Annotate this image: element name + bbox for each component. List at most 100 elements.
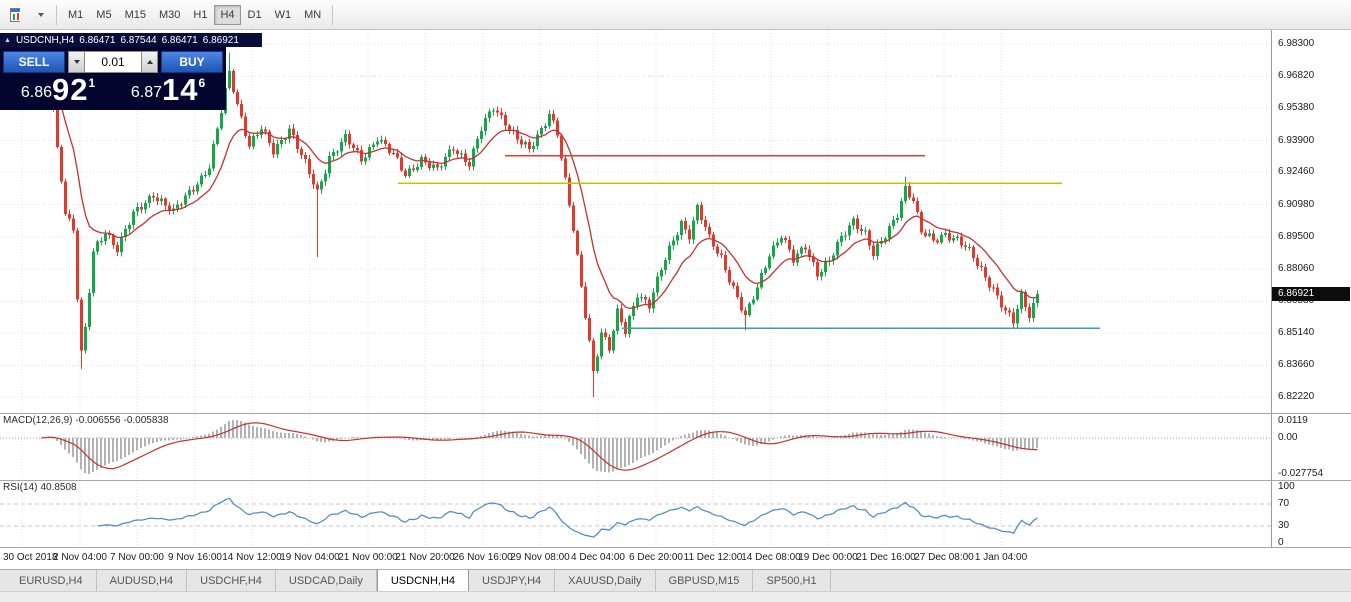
axis-label: 6.95380 bbox=[1278, 102, 1315, 114]
axis-label: 6.93900 bbox=[1278, 134, 1315, 146]
chart-tab[interactable]: USDJPY,H4 bbox=[469, 570, 556, 591]
pane-splitter[interactable] bbox=[0, 480, 1351, 481]
timeframe-button[interactable]: W1 bbox=[269, 5, 298, 25]
time-axis-label: 1 Jan 04:00 bbox=[974, 552, 1028, 563]
chart-icon bbox=[10, 7, 20, 22]
axis-label: 6.90980 bbox=[1278, 198, 1315, 210]
buy-price-small: 6.87 bbox=[130, 84, 162, 101]
timeframe-button[interactable]: M5 bbox=[90, 5, 117, 25]
time-axis-label: 30 Oct 2018 bbox=[3, 552, 58, 563]
chart-tools-button[interactable] bbox=[27, 4, 51, 26]
sell-price-sup: 1 bbox=[88, 76, 96, 90]
timeframe-button[interactable]: H4 bbox=[214, 4, 241, 25]
top-toolbar: M1 M5 M15 M30 H1 H4 D1 W1 MN bbox=[0, 0, 1351, 30]
chart-tab[interactable]: AUDUSD,H4 bbox=[97, 570, 188, 591]
price-axis[interactable]: 6.98300 6.96820 6.95380 6.93900 6.92460 6.909… bbox=[1271, 30, 1351, 548]
chart-window-icon[interactable] bbox=[3, 4, 27, 26]
ohlc-high: 6.87544 bbox=[120, 34, 157, 46]
time-axis-label: 14 Nov 12:00 bbox=[222, 552, 282, 563]
macd-main-value: -0.006556 bbox=[75, 415, 121, 426]
time-axis-label: 21 Nov 20:00 bbox=[395, 552, 455, 563]
axis-label: 100 bbox=[1278, 481, 1295, 492]
time-axis-label: 19 Nov 04:00 bbox=[280, 552, 340, 563]
time-axis-label: 21 Nov 00:00 bbox=[338, 552, 398, 563]
axis-label: 6.85140 bbox=[1278, 326, 1315, 338]
axis-label: 6.96820 bbox=[1278, 70, 1315, 82]
rsi-label: RSI(14) 40.8508 bbox=[3, 482, 80, 493]
time-axis-label: 27 Dec 08:00 bbox=[914, 552, 974, 563]
rsi-chart-canvas[interactable] bbox=[0, 481, 1271, 547]
toolbar-separator bbox=[56, 4, 57, 25]
time-axis-label: 14 Dec 08:00 bbox=[741, 552, 801, 563]
buy-price-big: 14 bbox=[161, 72, 199, 107]
axis-label: 6.89500 bbox=[1278, 231, 1315, 243]
time-axis-label: 21 Dec 16:00 bbox=[856, 552, 916, 563]
buy-button[interactable]: BUY bbox=[161, 51, 223, 73]
sell-price-big: 92 bbox=[51, 72, 89, 107]
timeframe-button[interactable]: M1 bbox=[62, 5, 89, 25]
axis-label: 6.82220 bbox=[1278, 391, 1315, 402]
chart-tab[interactable]: EURUSD,H4 bbox=[6, 570, 97, 591]
panel-marker-icon: ▲ bbox=[4, 36, 11, 44]
time-axis-label: 2 Nov 04:00 bbox=[53, 552, 107, 563]
macd-signal-value: -0.005838 bbox=[123, 415, 169, 426]
axis-label: 6.92460 bbox=[1278, 166, 1315, 178]
timeframe-button[interactable]: D1 bbox=[242, 5, 268, 25]
chart-window: MACD(12,26,9) -0.006556 -0.005838 RSI(14) 4… bbox=[0, 30, 1351, 569]
time-axis-label: 9 Nov 16:00 bbox=[168, 552, 222, 563]
chart-tab[interactable]: USDCNH,H4 bbox=[376, 570, 470, 591]
axis-label: 0.00 bbox=[1278, 431, 1298, 443]
chart-tab[interactable]: USDCHF,H4 bbox=[187, 570, 276, 591]
axis-label: 6.98300 bbox=[1278, 38, 1315, 49]
timeframe-button[interactable]: M30 bbox=[153, 5, 186, 25]
time-axis-label: 4 Dec 04:00 bbox=[571, 552, 625, 563]
time-axis-label: 6 Dec 20:00 bbox=[629, 552, 683, 563]
axis-label: 0.0119 bbox=[1278, 415, 1308, 426]
status-bar bbox=[0, 591, 1351, 602]
macd-label: MACD(12,26,9) -0.006556 -0.005838 bbox=[3, 415, 172, 426]
macd-pane[interactable]: MACD(12,26,9) -0.006556 -0.005838 bbox=[0, 414, 1271, 480]
volume-stepper: 0.01 bbox=[68, 51, 158, 73]
toolbar-separator bbox=[332, 4, 334, 25]
volume-decrease-button[interactable] bbox=[68, 51, 85, 73]
sell-button[interactable]: SELL bbox=[3, 51, 65, 73]
caret-down-icon bbox=[38, 12, 44, 17]
spin-down-icon bbox=[73, 60, 80, 64]
arrows-icon bbox=[35, 15, 36, 17]
chart-tab[interactable]: SP500,H1 bbox=[753, 570, 831, 591]
ohlc-low: 6.86471 bbox=[161, 34, 198, 46]
ohlc-close: 6.86921 bbox=[202, 34, 239, 46]
pane-splitter[interactable] bbox=[0, 547, 1351, 548]
ohlc-open: 6.86471 bbox=[79, 34, 116, 46]
timeframe-button[interactable]: M15 bbox=[119, 5, 152, 25]
sell-price[interactable]: 6.86 92 1 bbox=[3, 74, 113, 108]
price-pane[interactable] bbox=[0, 30, 1271, 413]
chart-tab[interactable]: XAUUSD,Daily bbox=[555, 570, 656, 591]
macd-chart-canvas[interactable] bbox=[0, 414, 1271, 480]
chart-tab[interactable]: USDCAD,Daily bbox=[276, 570, 377, 591]
timeframe-toolbar: M1 M5 M15 M30 H1 H4 D1 W1 MN bbox=[62, 4, 327, 25]
chart-tab[interactable]: GBPUSD,M15 bbox=[656, 570, 754, 591]
timeframe-button[interactable]: MN bbox=[298, 5, 327, 25]
axis-label: -0.027754 bbox=[1278, 468, 1324, 479]
time-axis-label: 11 Dec 12:00 bbox=[683, 552, 743, 563]
volume-value[interactable]: 0.01 bbox=[85, 51, 141, 73]
macd-name: MACD(12,26,9) bbox=[3, 415, 73, 426]
axis-label: 6.83660 bbox=[1278, 359, 1315, 371]
rsi-pane[interactable]: RSI(14) 40.8508 bbox=[0, 481, 1271, 547]
rsi-value: 40.8508 bbox=[40, 482, 77, 493]
chart-tabs-bar: EURUSD,H4 AUDUSD,H4 USDCHF,H4 USDCAD,Daily U… bbox=[0, 569, 1351, 591]
rsi-name: RSI(14) bbox=[3, 482, 38, 493]
one-click-trading-panel: SELL 0.01 BUY 6.86 92 1 6.87 14 6 bbox=[0, 47, 226, 110]
volume-increase-button[interactable] bbox=[141, 51, 158, 73]
timeframe-button[interactable]: H1 bbox=[187, 5, 213, 25]
sell-price-small: 6.86 bbox=[20, 84, 52, 101]
axis-label: 0 bbox=[1278, 537, 1284, 548]
axis-label: 70 bbox=[1278, 497, 1290, 509]
pane-splitter[interactable] bbox=[0, 413, 1351, 414]
axis-label: 30 bbox=[1278, 520, 1290, 532]
buy-price-sup: 6 bbox=[198, 76, 206, 90]
time-axis[interactable]: 30 Oct 2018 2 Nov 04:00 7 Nov 00:00 9 Nov 1… bbox=[0, 548, 1351, 569]
chart-title-bar: ▲ USDCNH,H4 6.86471 6.87544 6.86471 6.86… bbox=[0, 33, 262, 47]
buy-price[interactable]: 6.87 14 6 bbox=[113, 74, 223, 108]
